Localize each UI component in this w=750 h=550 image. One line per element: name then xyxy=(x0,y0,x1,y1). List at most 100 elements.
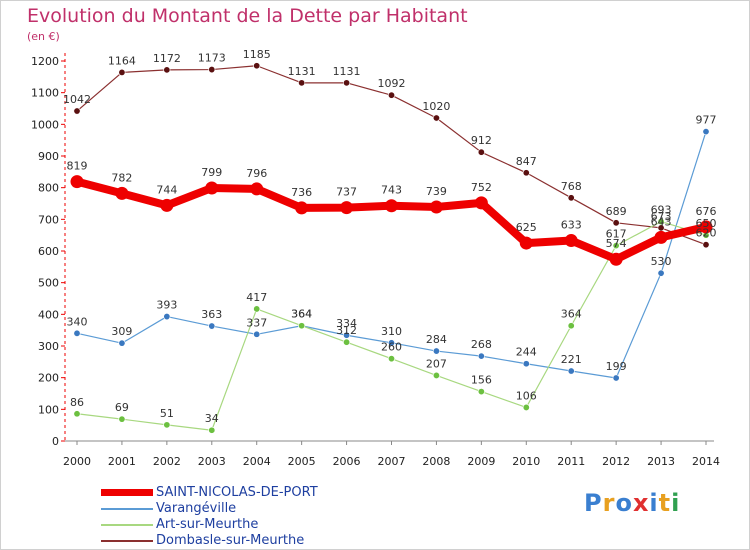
data-point xyxy=(657,218,665,226)
chart-title: Evolution du Montant de la Dette par Hab… xyxy=(27,5,468,27)
data-point xyxy=(432,114,440,122)
x-tick-label: 2014 xyxy=(692,455,720,468)
data-label: 1164 xyxy=(108,54,136,67)
data-point xyxy=(567,322,575,330)
logo-letter: i xyxy=(649,489,659,517)
x-tick-label: 2008 xyxy=(422,455,450,468)
legend-label: SAINT-NICOLAS-DE-PORT xyxy=(156,485,318,500)
data-point xyxy=(612,242,620,250)
data-point xyxy=(115,186,129,200)
logo-letter: r xyxy=(602,489,616,517)
data-label: 617 xyxy=(606,228,627,241)
data-point xyxy=(609,252,623,266)
data-label: 673 xyxy=(651,210,672,223)
x-tick-label: 2012 xyxy=(602,455,630,468)
data-point xyxy=(163,313,171,321)
data-label: 334 xyxy=(336,317,357,330)
data-label: 310 xyxy=(381,325,402,338)
series-0 xyxy=(73,62,710,249)
y-tick-label: 500 xyxy=(38,277,59,290)
data-point xyxy=(657,269,665,277)
data-point xyxy=(253,305,261,313)
y-tick-label: 600 xyxy=(38,245,59,258)
data-label: 337 xyxy=(246,316,267,329)
x-tick-label: 2010 xyxy=(512,455,540,468)
y-tick-label: 900 xyxy=(38,150,59,163)
legend-label: Varangéville xyxy=(156,501,237,516)
data-label: 51 xyxy=(160,407,174,420)
x-tick-label: 2013 xyxy=(647,455,675,468)
legend-label: Dombasle-sur-Meurthe xyxy=(156,533,305,548)
data-point xyxy=(567,367,575,375)
data-label: 1042 xyxy=(63,93,91,106)
data-point xyxy=(477,352,485,360)
data-label: 689 xyxy=(606,205,627,218)
legend-swatch xyxy=(101,524,153,526)
data-label: 260 xyxy=(381,341,402,354)
data-point xyxy=(522,169,530,177)
data-point xyxy=(654,230,668,244)
data-label: 393 xyxy=(156,299,177,312)
x-tick-label: 2003 xyxy=(198,455,226,468)
legend-swatch xyxy=(101,489,153,496)
x-tick-label: 2007 xyxy=(378,455,406,468)
data-label: 364 xyxy=(561,308,582,321)
series-2 xyxy=(73,218,710,434)
data-label: 1172 xyxy=(153,52,181,65)
data-point xyxy=(163,421,171,429)
data-point xyxy=(340,201,354,215)
data-point xyxy=(118,339,126,347)
data-point xyxy=(564,234,578,248)
data-point xyxy=(477,148,485,156)
logo-letter: t xyxy=(658,489,672,517)
data-label: 268 xyxy=(471,338,492,351)
data-point xyxy=(73,329,81,337)
data-point xyxy=(432,347,440,355)
data-label: 1131 xyxy=(288,65,316,78)
data-point xyxy=(387,355,395,363)
y-tick-label: 1000 xyxy=(31,118,59,131)
data-label: 1131 xyxy=(333,65,361,78)
data-point xyxy=(702,128,710,136)
series-layer xyxy=(70,62,713,434)
x-tick-label: 2000 xyxy=(63,455,91,468)
data-point xyxy=(343,331,351,339)
data-label: 739 xyxy=(426,185,447,198)
data-label: 633 xyxy=(561,219,582,232)
data-point xyxy=(385,199,398,213)
data-label: 1173 xyxy=(198,52,226,65)
data-label: 106 xyxy=(516,389,537,402)
x-tick-label: 2004 xyxy=(243,455,271,468)
x-tick-label: 2006 xyxy=(333,455,361,468)
y-tick-label: 800 xyxy=(38,182,59,195)
data-point xyxy=(477,388,485,396)
data-label: 693 xyxy=(651,204,672,217)
legend-label: Art-sur-Meurthe xyxy=(156,517,259,532)
data-label: 530 xyxy=(651,255,672,268)
data-label: 309 xyxy=(111,325,132,338)
data-point xyxy=(387,91,395,99)
x-tick-label: 2009 xyxy=(467,455,495,468)
data-label: 417 xyxy=(246,291,267,304)
data-point xyxy=(519,236,533,250)
data-point xyxy=(73,107,81,115)
data-label: 364 xyxy=(291,308,312,321)
proxiti-logo: Proxiti xyxy=(584,489,680,517)
logo-letter: o xyxy=(615,489,633,517)
data-label: 743 xyxy=(381,184,402,197)
data-point xyxy=(73,410,81,418)
logo-letter: i xyxy=(671,489,681,517)
data-label: 284 xyxy=(426,333,447,346)
data-label: 1020 xyxy=(422,100,450,113)
data-label: 796 xyxy=(246,167,267,180)
data-point xyxy=(295,201,309,215)
axes: 0 100 200 300 400 500 600 700 800 900 1000 1100 1200… xyxy=(31,53,720,468)
data-label: 1092 xyxy=(378,77,406,90)
y-tick-label: 300 xyxy=(38,340,59,353)
data-point xyxy=(205,181,219,195)
y-tick-label: 400 xyxy=(38,308,59,321)
data-label: 799 xyxy=(201,166,222,179)
y-tick-label: 100 xyxy=(38,403,59,416)
logo-letter: x xyxy=(632,489,650,517)
